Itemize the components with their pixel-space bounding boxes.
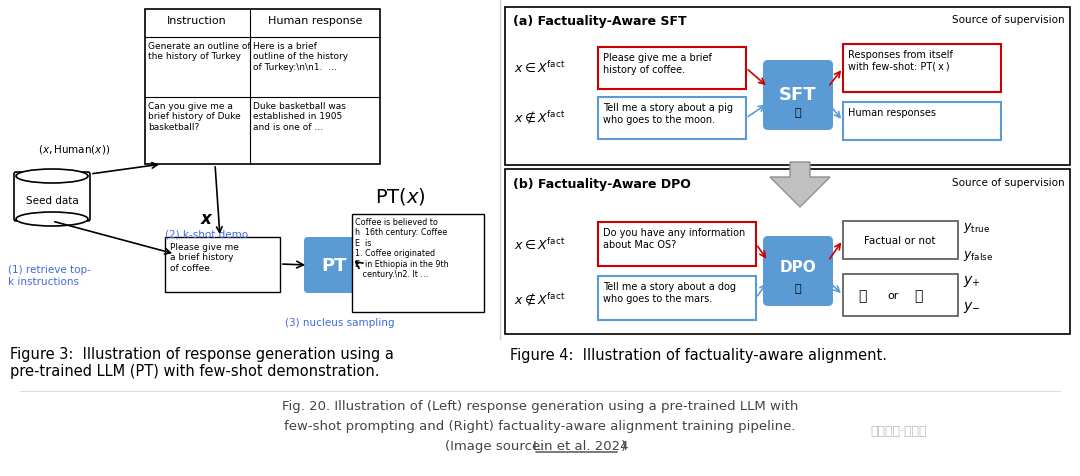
Text: $x \notin X^{\mathrm{fact}}$: $x \notin X^{\mathrm{fact}}$ bbox=[514, 109, 565, 126]
Text: few-shot prompting and (Right) factuality-aware alignment training pipeline.: few-shot prompting and (Right) factualit… bbox=[284, 419, 796, 432]
FancyBboxPatch shape bbox=[843, 275, 958, 317]
Text: $y_{\mathrm{true}}$: $y_{\mathrm{true}}$ bbox=[963, 220, 990, 235]
Text: $y_{-}$: $y_{-}$ bbox=[963, 300, 981, 315]
Text: Factual or not: Factual or not bbox=[864, 236, 935, 246]
Text: $\mathrm{PT}(x)$: $\mathrm{PT}(x)$ bbox=[375, 186, 426, 207]
FancyBboxPatch shape bbox=[598, 277, 756, 320]
Text: (2) k-shot demo: (2) k-shot demo bbox=[165, 229, 248, 239]
Text: Do you have any information
about Mac OS?: Do you have any information about Mac OS… bbox=[603, 228, 745, 249]
Text: Coffee is believed to
h  16th century: Coffee
E  is
1. Coffee originated
E  in E: Coffee is believed to h 16th century: Co… bbox=[355, 218, 448, 278]
Text: Fig. 20. Illustration of (Left) response generation using a pre-trained LLM with: Fig. 20. Illustration of (Left) response… bbox=[282, 399, 798, 412]
FancyBboxPatch shape bbox=[843, 103, 1001, 141]
Text: (b) Factuality-Aware DPO: (b) Factuality-Aware DPO bbox=[513, 178, 691, 190]
Text: $x \notin X^{\mathrm{fact}}$: $x \notin X^{\mathrm{fact}}$ bbox=[514, 291, 565, 308]
Text: SFT: SFT bbox=[779, 86, 816, 104]
Text: $y_{\mathrm{false}}$: $y_{\mathrm{false}}$ bbox=[963, 248, 994, 262]
FancyBboxPatch shape bbox=[762, 237, 833, 307]
Text: Seed data: Seed data bbox=[26, 196, 79, 206]
Text: (3) nucleus sampling: (3) nucleus sampling bbox=[285, 317, 394, 327]
Text: ): ) bbox=[621, 439, 626, 452]
FancyBboxPatch shape bbox=[14, 173, 90, 221]
FancyBboxPatch shape bbox=[598, 48, 746, 90]
Text: Human responses: Human responses bbox=[848, 108, 936, 118]
Text: $\boldsymbol{x}$: $\boldsymbol{x}$ bbox=[200, 209, 214, 228]
Text: Instruction: Instruction bbox=[167, 16, 227, 26]
Ellipse shape bbox=[16, 169, 87, 184]
Text: (1) retrieve top-
k instructions: (1) retrieve top- k instructions bbox=[8, 265, 91, 286]
Text: Responses from itself
with few-shot: PT( x ): Responses from itself with few-shot: PT(… bbox=[848, 50, 953, 71]
Text: Lin et al. 2024: Lin et al. 2024 bbox=[534, 439, 629, 452]
Text: Tell me a story about a dog
who goes to the mars.: Tell me a story about a dog who goes to … bbox=[603, 281, 735, 303]
Text: $y_{+}$: $y_{+}$ bbox=[963, 274, 981, 289]
FancyBboxPatch shape bbox=[843, 45, 1001, 93]
Text: Duke basketball was
established in 1905
and is one of …: Duke basketball was established in 1905 … bbox=[253, 102, 346, 131]
Text: Source of supervision: Source of supervision bbox=[953, 178, 1065, 188]
Polygon shape bbox=[770, 163, 831, 208]
Text: 🔥: 🔥 bbox=[795, 283, 801, 293]
Text: Please give me
a brief history
of coffee.: Please give me a brief history of coffee… bbox=[170, 242, 239, 272]
Ellipse shape bbox=[16, 213, 87, 227]
Text: Source of supervision: Source of supervision bbox=[953, 15, 1065, 25]
Text: Generate an outline of
the history of Turkey: Generate an outline of the history of Tu… bbox=[148, 42, 251, 61]
FancyBboxPatch shape bbox=[303, 238, 364, 293]
Text: 🔥: 🔥 bbox=[795, 108, 801, 118]
FancyBboxPatch shape bbox=[762, 61, 833, 131]
FancyBboxPatch shape bbox=[352, 215, 484, 312]
Text: Here is a brief
outline of the history
of Turkey:\n\n1.  …: Here is a brief outline of the history o… bbox=[253, 42, 348, 72]
Text: $x \in X^{\mathrm{fact}}$: $x \in X^{\mathrm{fact}}$ bbox=[514, 237, 565, 252]
Text: Can you give me a
brief history of Duke
basketball?: Can you give me a brief history of Duke … bbox=[148, 102, 241, 131]
Text: Figure 4:  Illustration of factuality-aware alignment.: Figure 4: Illustration of factuality-awa… bbox=[510, 347, 887, 362]
Text: DPO: DPO bbox=[780, 259, 816, 275]
FancyBboxPatch shape bbox=[505, 169, 1070, 334]
Text: $(x,\mathrm{Human}(x))$: $(x,\mathrm{Human}(x))$ bbox=[38, 143, 110, 156]
Text: Please give me a brief
history of coffee.: Please give me a brief history of coffee… bbox=[603, 53, 712, 74]
Text: Figure 3:  Illustration of response generation using a
pre-trained LLM (PT) with: Figure 3: Illustration of response gener… bbox=[10, 346, 394, 378]
Text: PT: PT bbox=[321, 257, 347, 275]
FancyBboxPatch shape bbox=[145, 10, 380, 165]
Text: 👍: 👍 bbox=[858, 288, 866, 302]
Text: (Image source:: (Image source: bbox=[445, 439, 549, 452]
FancyBboxPatch shape bbox=[505, 8, 1070, 166]
Text: Tell me a story about a pig
who goes to the moon.: Tell me a story about a pig who goes to … bbox=[603, 103, 733, 124]
FancyBboxPatch shape bbox=[843, 221, 958, 259]
FancyBboxPatch shape bbox=[165, 238, 280, 292]
Text: 👎: 👎 bbox=[914, 288, 922, 302]
Text: 📱公众号·量子位: 📱公众号·量子位 bbox=[870, 424, 927, 437]
Text: $x \in X^{\mathrm{fact}}$: $x \in X^{\mathrm{fact}}$ bbox=[514, 60, 565, 76]
Text: (a) Factuality-Aware SFT: (a) Factuality-Aware SFT bbox=[513, 15, 687, 28]
Text: or: or bbox=[888, 290, 899, 300]
Text: Human response: Human response bbox=[268, 16, 362, 26]
FancyBboxPatch shape bbox=[598, 98, 746, 140]
FancyBboxPatch shape bbox=[598, 223, 756, 267]
